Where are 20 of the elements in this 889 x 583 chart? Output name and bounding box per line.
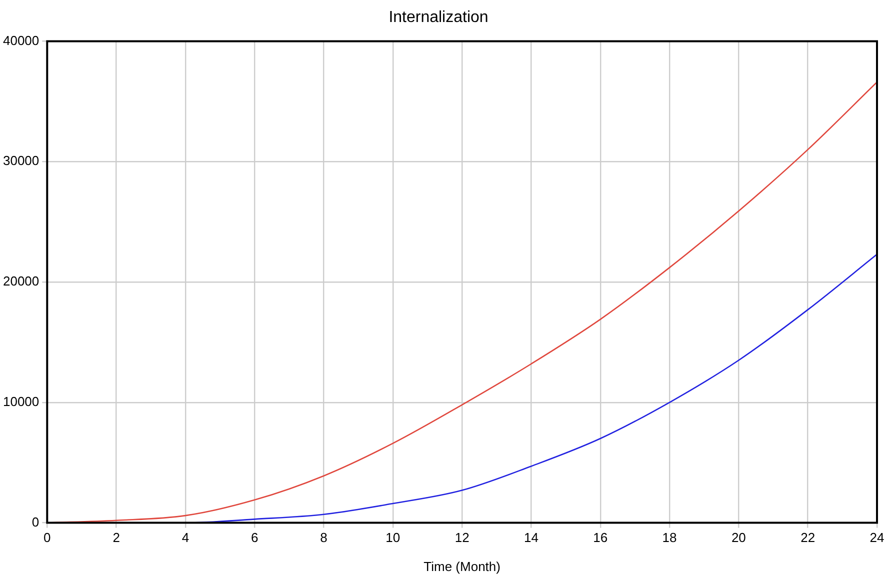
x-tick-label: 6 [250,530,258,546]
x-tick-label: 20 [731,530,746,546]
x-tick-label: 18 [662,530,677,546]
x-tick-label: 10 [386,530,400,546]
x-tick-label: 8 [320,530,328,546]
chart-title: Internalization [388,9,488,26]
x-tick-label: 2 [112,530,120,546]
y-tick-label: 10000 [2,394,40,409]
y-tick-label: 30000 [2,153,40,168]
x-axis-title: Time (Month) [424,558,500,574]
x-tick-label: 14 [524,530,538,546]
x-tick-label: 12 [454,530,470,546]
x-tick-label: 24 [870,530,884,546]
y-tick-label: 40000 [2,32,40,48]
x-tick-label: 16 [593,530,608,546]
x-tick-label: 22 [800,530,816,546]
y-tick-label: 0 [32,514,40,530]
x-tick-label: 0 [44,530,51,546]
x-tick-label: 4 [182,530,190,546]
y-tick-label: 20000 [2,274,40,289]
